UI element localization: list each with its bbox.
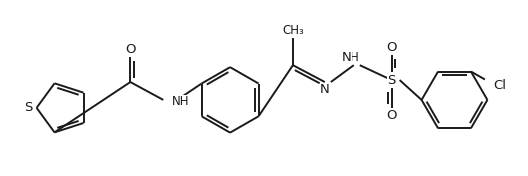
Text: NH: NH [172, 95, 190, 108]
Text: O: O [125, 43, 136, 56]
Text: CH₃: CH₃ [282, 24, 304, 37]
Text: N: N [342, 51, 352, 64]
Text: Cl: Cl [493, 79, 506, 92]
Text: O: O [386, 109, 397, 122]
Text: S: S [24, 101, 33, 114]
Text: H: H [350, 51, 358, 64]
Text: N: N [320, 83, 329, 96]
Text: O: O [386, 41, 397, 54]
Text: S: S [388, 74, 396, 87]
